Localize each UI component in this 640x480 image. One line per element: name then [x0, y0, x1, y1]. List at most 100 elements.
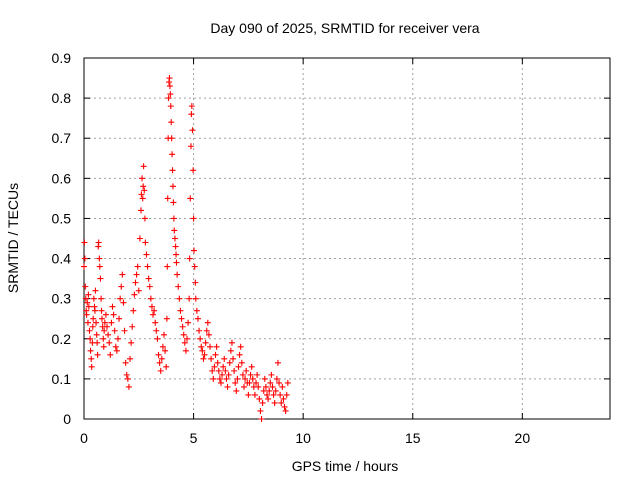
data-point	[281, 403, 288, 410]
y-tick-label: 0.9	[52, 50, 72, 66]
data-point	[127, 355, 134, 362]
data-point	[192, 295, 199, 302]
data-point	[93, 331, 100, 338]
data-point	[131, 291, 138, 298]
data-point	[167, 103, 174, 110]
data-point	[175, 283, 182, 290]
data-point	[83, 311, 90, 318]
x-tick-label: 10	[295, 430, 311, 446]
data-point	[208, 355, 215, 362]
data-point	[164, 263, 171, 270]
data-point	[188, 103, 195, 110]
data-point	[181, 339, 188, 346]
data-point	[217, 379, 224, 386]
data-point	[163, 315, 170, 322]
data-point	[257, 407, 264, 414]
data-point	[134, 263, 141, 270]
data-point	[185, 319, 192, 326]
data-point	[227, 347, 234, 354]
data-point	[119, 271, 126, 278]
data-point	[163, 363, 170, 370]
y-tick-label: 0.5	[52, 210, 72, 226]
data-point	[180, 331, 187, 338]
data-point	[170, 199, 177, 206]
data-point	[236, 351, 243, 358]
data-point	[169, 183, 176, 190]
data-point	[136, 235, 143, 242]
data-point	[125, 383, 132, 390]
data-point	[189, 127, 196, 134]
data-point	[239, 371, 246, 378]
data-point	[143, 251, 150, 258]
data-point	[88, 355, 95, 362]
data-point	[179, 323, 186, 330]
data-point	[245, 391, 252, 398]
data-point	[237, 343, 244, 350]
data-point	[105, 331, 112, 338]
data-point	[264, 391, 271, 398]
data-point	[276, 379, 283, 386]
data-point	[133, 271, 140, 278]
data-point	[173, 259, 180, 266]
data-point	[84, 319, 91, 326]
data-point	[108, 319, 115, 326]
data-point	[166, 83, 173, 90]
data-point	[95, 239, 102, 246]
chart-title: Day 090 of 2025, SRMTID for receiver ver…	[210, 20, 479, 36]
data-point	[85, 303, 92, 310]
data-point	[82, 295, 89, 302]
data-point	[90, 295, 97, 302]
data-point	[197, 335, 204, 342]
y-tick-label: 0.3	[52, 291, 72, 307]
data-point	[253, 379, 260, 386]
data-point	[124, 375, 131, 382]
data-point	[283, 391, 290, 398]
x-axis-label: GPS time / hours	[292, 458, 399, 474]
data-point	[184, 335, 191, 342]
data-point	[158, 355, 165, 362]
data-point	[193, 307, 200, 314]
data-point	[234, 375, 241, 382]
data-point	[221, 355, 228, 362]
data-point	[81, 263, 87, 270]
data-point	[186, 295, 193, 302]
data-point	[271, 399, 278, 406]
data-point	[200, 355, 207, 362]
data-point	[129, 323, 136, 330]
data-point	[192, 279, 199, 286]
data-point	[168, 119, 175, 126]
data-point	[254, 371, 261, 378]
data-point	[101, 319, 108, 326]
data-point	[212, 351, 219, 358]
data-point	[272, 387, 279, 394]
data-point	[102, 311, 109, 318]
x-tick-label: 0	[80, 430, 88, 446]
data-point	[151, 307, 158, 314]
plot-frame	[83, 57, 611, 420]
data-point	[118, 283, 125, 290]
data-point	[117, 295, 124, 302]
data-point	[128, 339, 135, 346]
data-point	[213, 343, 220, 350]
data-point	[97, 275, 104, 282]
data-point	[162, 347, 169, 354]
data-point	[256, 395, 263, 402]
data-point	[106, 339, 113, 346]
data-point	[231, 367, 238, 374]
data-point	[110, 311, 117, 318]
data-point	[123, 371, 130, 378]
data-point	[159, 343, 166, 350]
data-point	[169, 167, 176, 174]
data-point	[152, 319, 159, 326]
data-point	[280, 395, 287, 402]
data-point	[242, 375, 249, 382]
data-point	[147, 295, 154, 302]
data-point	[277, 391, 284, 398]
data-point	[93, 319, 100, 326]
data-point	[116, 315, 123, 322]
data-point	[121, 327, 128, 334]
data-point	[82, 283, 89, 290]
data-point	[270, 391, 277, 398]
data-point	[173, 251, 180, 258]
data-point	[81, 239, 88, 246]
